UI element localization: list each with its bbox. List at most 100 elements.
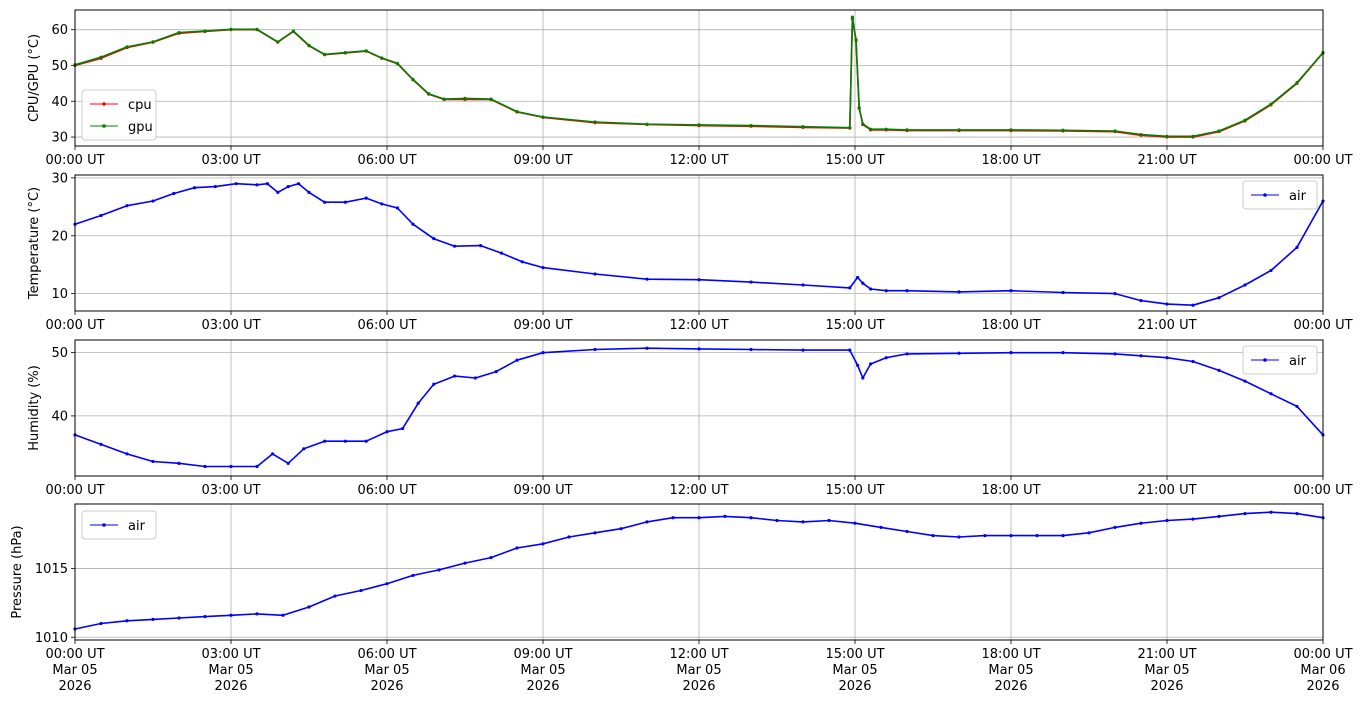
x-tick-label-line: 06:00 UT (357, 647, 416, 662)
x-tick-label-line: 2026 (58, 679, 91, 694)
y-tick-label: 60 (51, 23, 68, 38)
x-tick-label: 00:00 UT Mar 05 2026 (45, 647, 104, 694)
data-point-gpu (1165, 134, 1169, 138)
x-tick-label-line: 00:00 UT (1293, 483, 1352, 498)
data-point-air (234, 182, 238, 186)
data-point-air (1061, 351, 1065, 355)
legend: air (81, 510, 157, 540)
x-tick-label: 03:00 UT Mar 05 2026 (201, 647, 260, 694)
data-point-air (432, 382, 436, 386)
x-tick-label-line: 09:00 UT (513, 483, 572, 498)
data-point-air (172, 191, 176, 196)
series-line-gpu (74, 16, 1324, 138)
x-tick-label-line: 2026 (1150, 679, 1183, 694)
data-point-air (593, 531, 597, 535)
data-point-gpu (848, 126, 852, 130)
data-point-air (479, 244, 483, 248)
data-point-air (905, 289, 909, 293)
x-tick-label-line: 09:00 UT (513, 318, 572, 333)
data-point-air (343, 439, 347, 443)
legend-box (1242, 180, 1318, 210)
x-tick-label: 06:00 UT (357, 153, 416, 168)
data-point-air (848, 348, 852, 352)
data-point-air (957, 535, 961, 539)
data-point-air (463, 561, 467, 565)
data-point-gpu (1139, 132, 1143, 137)
data-point-gpu (125, 45, 129, 49)
x-tick-label: 00:00 UT (1293, 318, 1352, 333)
data-point-gpu (1243, 118, 1247, 122)
data-point-air (499, 251, 503, 255)
data-point-air (307, 605, 311, 609)
data-point-air (541, 265, 545, 270)
legend-marker-gpu (102, 124, 106, 128)
data-point-gpu (427, 92, 431, 96)
data-point-gpu (850, 15, 855, 19)
data-point-air (271, 452, 275, 456)
legend-box (81, 510, 157, 540)
data-point-air (255, 464, 259, 469)
x-tick-label: 21:00 UT Mar 05 2026 (1137, 647, 1196, 694)
data-point-gpu (884, 127, 888, 131)
data-point-air (281, 613, 285, 617)
data-point-air (983, 533, 987, 538)
data-point-air (1009, 289, 1013, 293)
x-tick-label: 12:00 UT (669, 318, 728, 333)
x-tick-label-line: 12:00 UT (669, 483, 728, 498)
data-point-gpu (323, 52, 327, 56)
data-point-gpu (854, 38, 858, 42)
data-point-air (453, 374, 457, 378)
data-point-air (177, 461, 181, 465)
x-tick-label-line: 03:00 UT (201, 647, 260, 662)
data-point-air (1061, 533, 1065, 538)
data-point-air (213, 184, 217, 189)
data-point-air (1269, 268, 1273, 273)
x-tick-label-line: 21:00 UT (1137, 647, 1196, 662)
data-point-air (1217, 368, 1221, 372)
x-tick-label: 00:00 UT (45, 483, 104, 498)
x-tick-label: 12:00 UT (669, 483, 728, 498)
legend-box (81, 89, 157, 141)
x-tick-label: 18:00 UT (981, 153, 1040, 168)
y-axis-label: Temperature (°C) (27, 187, 42, 300)
data-point-air (193, 186, 197, 190)
x-tick-label: 15:00 UT (825, 153, 884, 168)
data-point-air (307, 190, 311, 194)
data-point-air (1191, 303, 1195, 307)
data-point-air (297, 182, 301, 186)
data-point-air (905, 352, 909, 356)
x-tick-label-line: 00:00 UT (45, 318, 104, 333)
data-point-air (99, 213, 103, 218)
data-point-air (432, 237, 436, 241)
data-point-air (541, 542, 545, 546)
x-tick-label-line: 2026 (214, 679, 247, 694)
data-point-air (1139, 354, 1143, 358)
x-tick-label-line: 06:00 UT (357, 318, 416, 333)
x-tick-label-line: 15:00 UT (825, 483, 884, 498)
x-tick-label-line: 00:00 UT (1293, 647, 1352, 662)
x-tick-label-line: Mar 05 (988, 663, 1033, 678)
data-point-gpu (1269, 102, 1273, 106)
data-point-air (957, 351, 961, 355)
data-point-air (359, 588, 363, 593)
data-point-air (1009, 533, 1013, 538)
data-point-air (884, 356, 888, 360)
x-tick-label: 00:00 UT (45, 318, 104, 333)
data-point-air (931, 533, 935, 538)
x-tick-label-line: 21:00 UT (1137, 483, 1196, 498)
data-point-air (856, 275, 860, 280)
x-tick-label: 15:00 UT Mar 05 2026 (825, 647, 884, 694)
data-point-air (645, 277, 649, 281)
data-point-air (1243, 512, 1247, 516)
data-point-air (869, 287, 873, 291)
data-point-gpu (343, 50, 347, 55)
x-tick-label: 06:00 UT (357, 318, 416, 333)
data-point-gpu (1191, 134, 1195, 138)
data-point-air (848, 286, 852, 290)
x-tick-label: 03:00 UT (201, 153, 260, 168)
x-tick-label-line: Mar 06 (1300, 663, 1345, 678)
data-point-air (775, 518, 779, 523)
data-point-gpu (291, 29, 295, 33)
x-tick-label: 21:00 UT (1137, 483, 1196, 498)
